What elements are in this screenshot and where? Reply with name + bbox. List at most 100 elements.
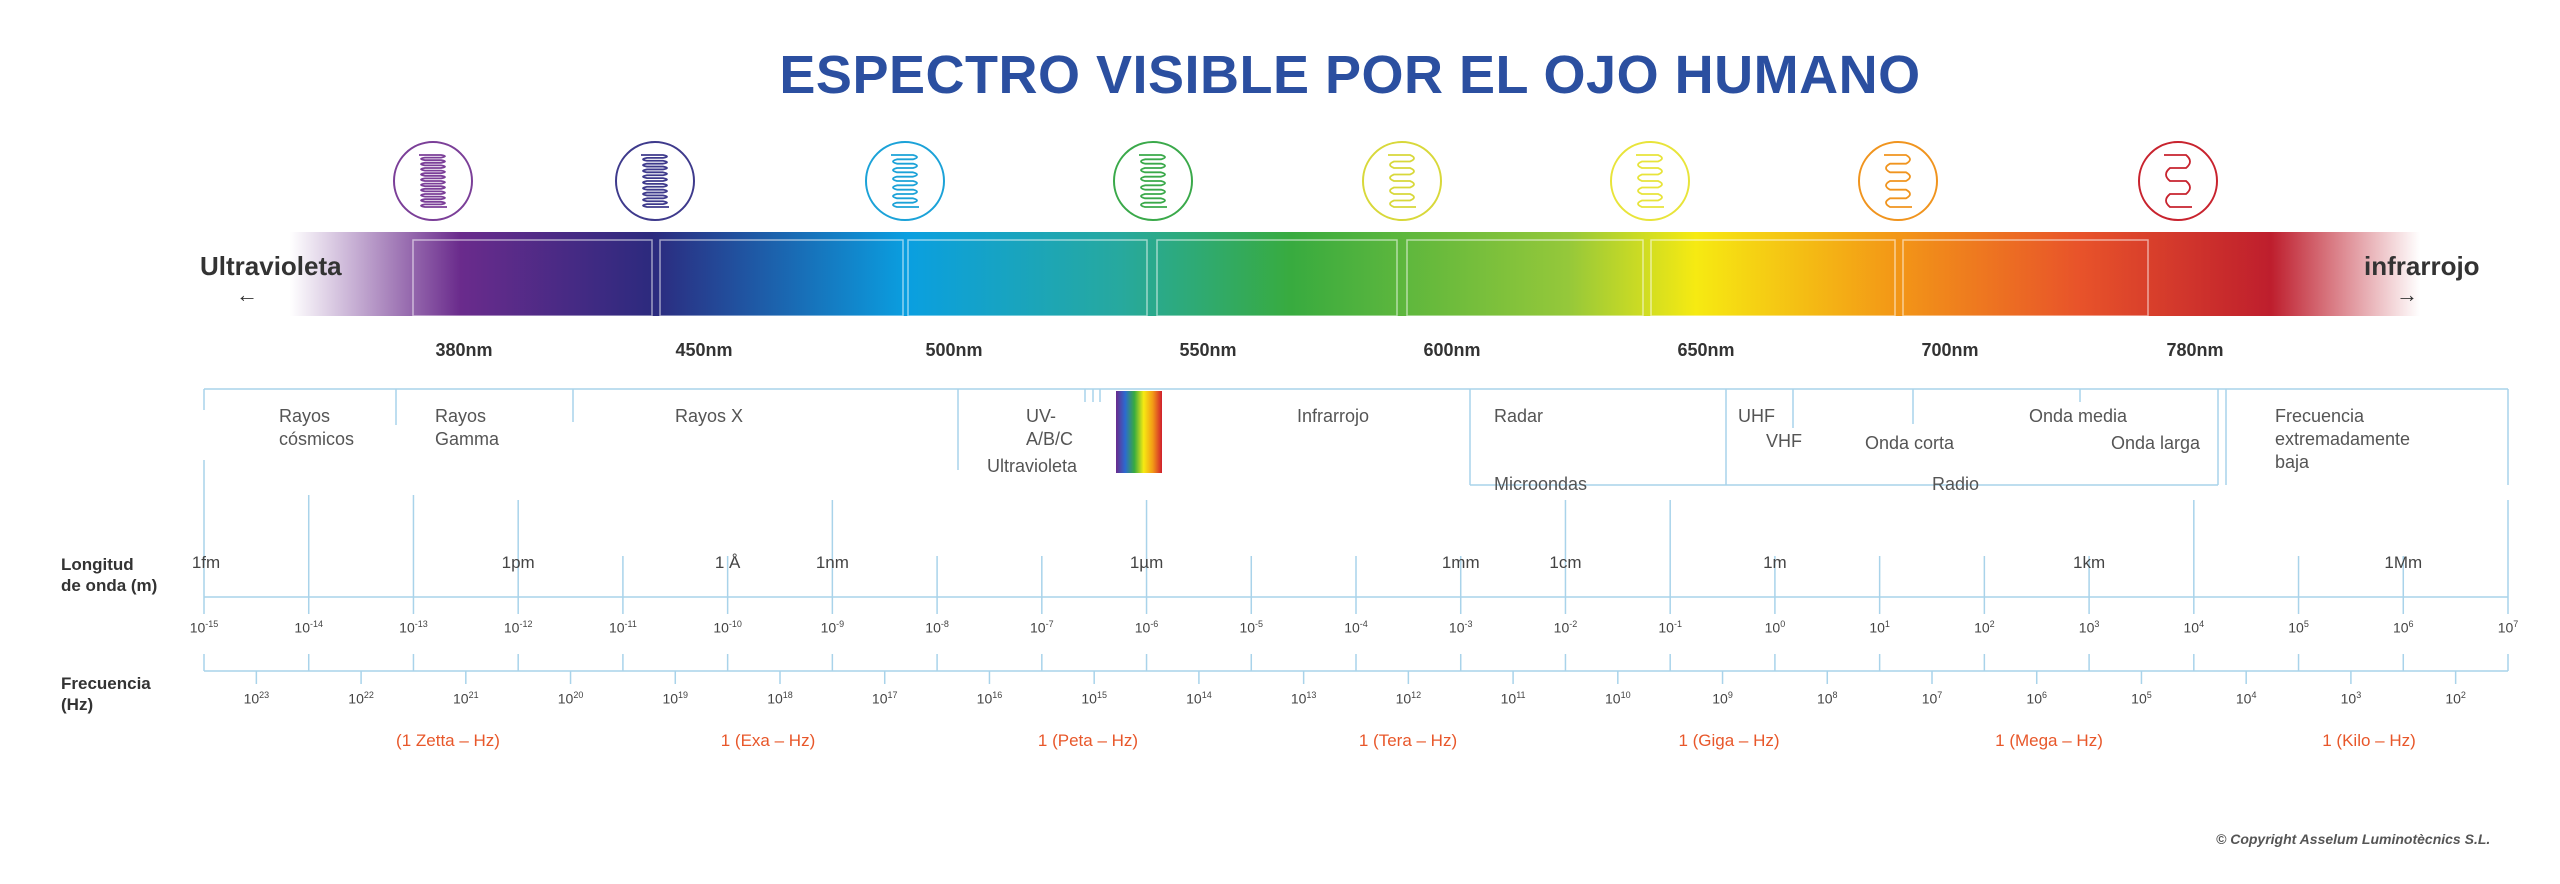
frequency-tick-label: 106: [2026, 690, 2048, 707]
wave-icons: [393, 141, 2218, 221]
wavelength-tick-label: 10-2: [1553, 619, 1578, 636]
frequency-tick-label: 1018: [767, 690, 793, 707]
band-rayos-gamma: Rayos Gamma: [435, 406, 500, 449]
wavelength-tick-label: 10-5: [1239, 619, 1264, 636]
wave-icon: [615, 141, 695, 221]
wavelength-unit-label: 1mm: [1441, 553, 1480, 572]
wavelength-tick-label: 10-7: [1030, 619, 1054, 636]
frequency-tick-label: 1010: [1605, 690, 1631, 707]
frequency-tick-label: 105: [2131, 690, 2152, 707]
frequency-tick-label: 1023: [243, 690, 270, 707]
spectrum-segment-box: [412, 239, 653, 317]
wave-icon: [865, 141, 945, 221]
frequency-tick-label: 1016: [976, 690, 1003, 707]
wavelength-tick-label: 10-15: [189, 619, 219, 636]
si-prefix-label: 1 (Exa – Hz): [720, 731, 816, 750]
frequency-axis: [203, 654, 2509, 684]
band-infrarrojo: Infrarrojo: [1297, 406, 1370, 426]
si-prefix-label: 1 (Mega – Hz): [1995, 731, 2103, 750]
wave-icon: [1362, 141, 1442, 221]
wavelength-unit-label: 1m: [1763, 553, 1787, 572]
wavelength-nm-label: 500nm: [925, 340, 983, 360]
spectrum-segment-box: [1650, 239, 1896, 317]
spectrum-segment-box: [659, 239, 904, 317]
frequency-tick-label: 103: [2340, 690, 2362, 707]
wavelength-tick-label: 10-8: [925, 619, 949, 636]
band-vhf: VHF: [1766, 431, 1802, 451]
frequency-tick-label: 1020: [557, 690, 584, 707]
spectrum-segment-box: [1156, 239, 1398, 317]
band-uv: UV- A/B/C: [1026, 406, 1074, 449]
frequency-tick-label: 1022: [348, 690, 374, 707]
wavelength-nm-label: 700nm: [1921, 340, 1979, 360]
wavelength-unit-label: 1fm: [191, 553, 221, 572]
wavelength-nm-label: 380nm: [435, 340, 493, 360]
wavelength-tick-label: 10-4: [1344, 619, 1368, 636]
band-onda-media: Onda media: [2029, 406, 2128, 426]
band-ultravioleta: Ultravioleta: [987, 456, 1078, 476]
wavelength-tick-label: 102: [1974, 619, 1995, 636]
band-onda-corta: Onda corta: [1865, 433, 1955, 453]
wavelength-tick-label: 103: [2078, 619, 2100, 636]
band-rayos-x: Rayos X: [675, 406, 744, 426]
wavelength-tick-label: 10-10: [713, 619, 742, 636]
frequency-row-title: Frecuencia (Hz): [61, 674, 151, 714]
wave-icon: [1113, 141, 1193, 221]
band-frecuencia-baja: Frecuencia extremadamente baja: [2275, 406, 2411, 472]
spectrum-segments: [412, 239, 2149, 317]
frequency-tick-label: 109: [1712, 690, 1733, 707]
spectrum-segment-box: [1902, 239, 2149, 317]
wavelength-tick-label: 101: [1869, 619, 1890, 636]
wavelength-row-title: Longitud de onda (m): [61, 555, 158, 595]
wavelength-unit-label: 1 Å: [714, 553, 741, 572]
wavelength-nm-label: 450nm: [675, 340, 733, 360]
frequency-tick-label: 104: [2235, 690, 2257, 707]
wavelength-tick-label: 104: [2183, 619, 2205, 636]
wavelength-unit-label: 1cm: [1549, 553, 1582, 572]
wavelength-axis: [203, 460, 2509, 614]
wavelength-tick-label: 107: [2497, 619, 2519, 636]
band-radar: Radar: [1494, 406, 1544, 426]
band-brackets: [203, 388, 2509, 486]
si-prefix-label: 1 (Peta – Hz): [1037, 731, 1139, 750]
right-arrow-icon: →: [2396, 282, 2418, 307]
wavelength-tick-label: 10-14: [294, 619, 324, 636]
si-prefix-label: 1 (Tera – Hz): [1358, 731, 1458, 750]
wavelength-unit-label: 1pm: [501, 553, 535, 572]
frequency-tick-label: 1014: [1186, 690, 1212, 707]
wavelength-tick-label: 10-6: [1134, 619, 1159, 636]
wavelength-tick-label: 10-9: [820, 619, 845, 636]
wavelength-tick-label: 106: [2392, 619, 2414, 636]
frequency-tick-label: 1012: [1395, 690, 1422, 707]
band-rayos-cosmicos: Rayos cósmicos: [279, 406, 355, 449]
wavelength-tick-label: 10-3: [1448, 619, 1473, 636]
left-arrow-icon: ←: [236, 282, 258, 307]
frequency-tick-label: 1011: [1500, 690, 1526, 707]
wave-icon: [1610, 141, 1690, 221]
wave-icon: [1858, 141, 1938, 221]
ultravioleta-label: Ultravioleta: [200, 251, 342, 281]
wavelength-nm-label: 550nm: [1179, 340, 1237, 360]
band-microondas: Microondas: [1494, 474, 1588, 494]
wavelength-tick-label: 10-11: [608, 619, 637, 636]
spectrum-bar: [290, 232, 2420, 316]
infrarrojo-label: infrarrojo: [2364, 251, 2480, 281]
visible-rainbow-swatch: [1116, 391, 1162, 473]
band-radio: Radio: [1932, 474, 1980, 494]
wavelength-tick-label: 10-1: [1658, 619, 1682, 636]
wavelength-nm-label: 650nm: [1677, 340, 1735, 360]
wavelength-unit-label: 1µm: [1129, 553, 1164, 572]
page-title: ESPECTRO VISIBLE POR EL OJO HUMANO: [779, 45, 1921, 105]
si-prefix-label: 1 (Kilo – Hz): [2322, 731, 2416, 750]
si-prefix-label: (1 Zetta – Hz): [396, 731, 500, 750]
wave-icon: [393, 141, 473, 221]
frequency-tick-label: 1013: [1290, 690, 1317, 707]
wave-icon: [2138, 141, 2218, 221]
frequency-tick-label: 107: [1921, 690, 1943, 707]
band-onda-larga: Onda larga: [2111, 433, 2201, 453]
wavelength-unit-label: 1Mm: [2384, 553, 2423, 572]
si-prefix-label: 1 (Giga – Hz): [1678, 731, 1780, 750]
wavelength-tick-label: 10-13: [399, 619, 428, 636]
wavelength-unit-label: 1nm: [815, 553, 849, 572]
